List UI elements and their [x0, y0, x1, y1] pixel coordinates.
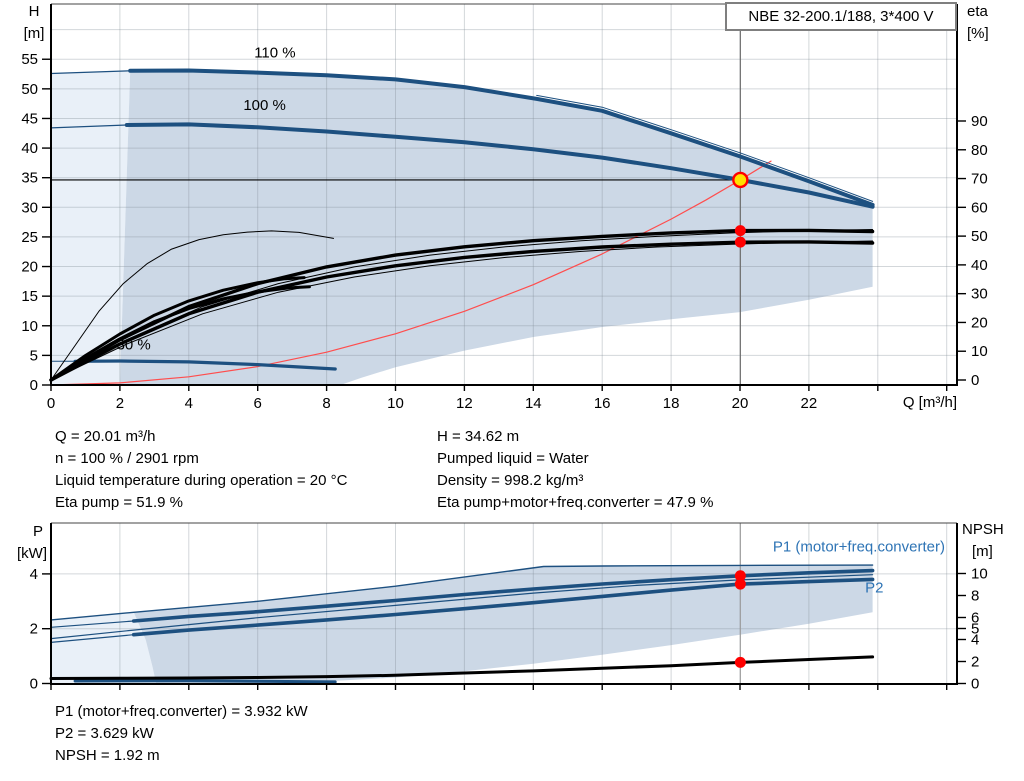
svg-text:2: 2 — [116, 395, 124, 412]
power-info: P1 (motor+freq.converter) = 3.932 kW P2 … — [55, 701, 308, 767]
svg-text:10: 10 — [21, 318, 38, 335]
info-density: Density = 998.2 kg/m³ — [437, 472, 584, 489]
info-pumped-liquid: Pumped liquid = Water — [437, 450, 589, 467]
svg-text:6: 6 — [971, 610, 979, 627]
annotation-30-: 30 % — [117, 336, 151, 353]
svg-text:20: 20 — [21, 259, 38, 276]
svg-text:22: 22 — [801, 395, 818, 412]
svg-text:10: 10 — [971, 566, 988, 583]
svg-text:55: 55 — [21, 51, 38, 68]
q-axis-label: Q [m³/h] — [902, 394, 957, 411]
svg-text:0: 0 — [971, 372, 979, 389]
pump-title: NBE 32-200.1/188, 3*400 V — [748, 8, 934, 25]
svg-text:10: 10 — [387, 395, 404, 412]
svg-text:0: 0 — [30, 377, 38, 394]
svg-text:90: 90 — [971, 113, 988, 130]
svg-text:4: 4 — [185, 395, 193, 412]
annotation-p2: P2 — [865, 579, 883, 596]
duty-info-left: Q = 20.01 m³/h n = 100 % / 2901 rpm Liqu… — [55, 426, 347, 514]
svg-text:70: 70 — [971, 171, 988, 188]
h-axis-unit: [m] — [23, 25, 45, 42]
info-h: H = 34.62 m — [437, 428, 520, 445]
svg-text:15: 15 — [21, 288, 38, 305]
svg-text:20: 20 — [971, 314, 988, 331]
svg-text:8: 8 — [971, 588, 979, 605]
svg-text:50: 50 — [21, 81, 38, 98]
svg-text:18: 18 — [663, 395, 680, 412]
svg-text:2: 2 — [30, 621, 38, 638]
svg-text:45: 45 — [21, 110, 38, 127]
svg-text:14: 14 — [525, 395, 542, 412]
info-eta-pump: Eta pump = 51.9 % — [55, 494, 183, 511]
info-p1: P1 (motor+freq.converter) = 3.932 kW — [55, 703, 308, 720]
svg-text:30: 30 — [21, 199, 38, 216]
p-axis-label: P — [32, 523, 43, 540]
svg-text:80: 80 — [971, 142, 988, 159]
svg-text:4: 4 — [30, 566, 38, 583]
svg-text:12: 12 — [456, 395, 473, 412]
annotation-100-: 100 % — [243, 97, 286, 114]
annotation-110-: 110 % — [254, 44, 295, 61]
eta-axis-label: eta — [967, 3, 988, 20]
svg-text:5: 5 — [30, 347, 38, 364]
svg-text:60: 60 — [971, 199, 988, 216]
svg-text:6: 6 — [254, 395, 262, 412]
eta-axis-unit: [%] — [967, 25, 989, 42]
info-p2: P2 = 3.629 kW — [55, 725, 154, 742]
info-eta-total: Eta pump+motor+freq.converter = 47.9 % — [437, 494, 714, 511]
svg-text:10: 10 — [971, 343, 988, 360]
npsh-axis-label: NPSH — [962, 521, 1004, 538]
svg-text:25: 25 — [21, 229, 38, 246]
svg-text:0: 0 — [47, 395, 55, 412]
p-axis-unit: [kW] — [17, 545, 47, 562]
svg-text:5: 5 — [971, 621, 979, 638]
h-axis-label: H — [28, 3, 40, 20]
svg-text:16: 16 — [594, 395, 611, 412]
duty-info-right: H = 34.62 m Pumped liquid = Water Densit… — [437, 426, 713, 514]
svg-text:2: 2 — [971, 654, 979, 671]
svg-text:20: 20 — [732, 395, 749, 412]
annotation-p1-motor-freq-converter-: P1 (motor+freq.converter) — [773, 538, 945, 555]
info-npsh: NPSH = 1.92 m — [55, 747, 160, 764]
svg-text:0: 0 — [971, 676, 979, 693]
svg-text:4: 4 — [971, 632, 979, 649]
svg-text:8: 8 — [322, 395, 330, 412]
svg-text:40: 40 — [21, 140, 38, 157]
pump-title-box: NBE 32-200.1/188, 3*400 V — [725, 2, 957, 31]
svg-text:35: 35 — [21, 170, 38, 187]
svg-text:50: 50 — [971, 228, 988, 245]
svg-text:0: 0 — [30, 676, 38, 693]
npsh-axis-unit: [m] — [972, 543, 993, 560]
info-liquid-temp: Liquid temperature during operation = 20… — [55, 472, 348, 489]
svg-text:30: 30 — [971, 286, 988, 303]
info-q: Q = 20.01 m³/h — [55, 428, 156, 445]
info-speed: n = 100 % / 2901 rpm — [55, 450, 199, 467]
svg-text:40: 40 — [971, 257, 988, 274]
